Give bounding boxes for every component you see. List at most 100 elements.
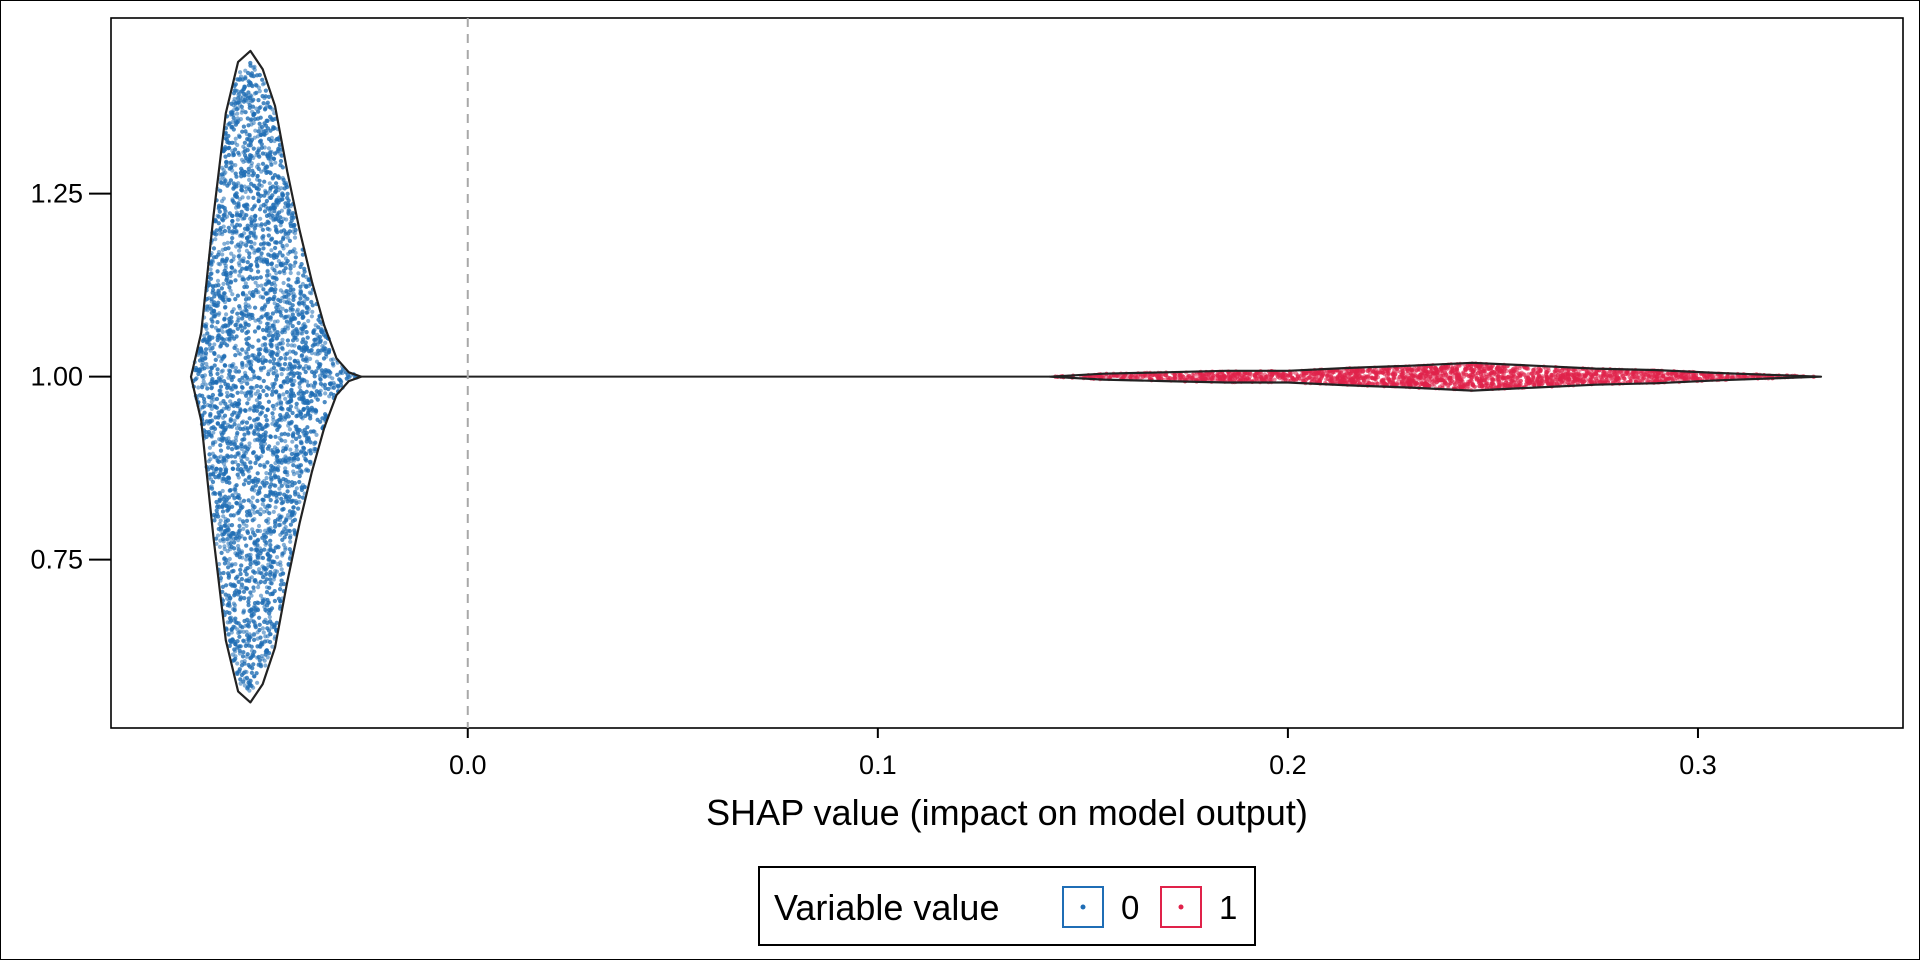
data-point xyxy=(242,461,247,466)
data-point xyxy=(239,390,244,395)
data-point xyxy=(225,343,230,348)
data-point xyxy=(249,487,254,492)
data-point xyxy=(284,217,289,222)
data-point xyxy=(291,469,296,474)
data-point xyxy=(296,360,301,365)
data-point xyxy=(254,384,259,389)
data-point xyxy=(238,324,243,329)
data-point xyxy=(257,401,262,406)
data-point xyxy=(290,211,296,216)
data-point xyxy=(232,422,237,427)
data-point xyxy=(238,500,243,505)
data-point xyxy=(307,290,312,295)
data-point xyxy=(205,365,210,370)
data-point xyxy=(278,384,283,389)
data-point xyxy=(287,509,292,514)
data-point xyxy=(259,315,264,320)
data-point xyxy=(233,562,238,567)
data-point xyxy=(244,557,249,562)
data-point xyxy=(254,83,259,88)
data-point xyxy=(246,79,251,84)
data-point xyxy=(266,146,272,151)
data-point xyxy=(257,351,262,356)
data-point xyxy=(230,447,235,452)
data-point xyxy=(313,351,318,356)
data-point xyxy=(270,350,276,355)
data-point xyxy=(214,380,219,385)
data-point xyxy=(244,586,249,591)
data-point xyxy=(327,369,332,374)
data-point xyxy=(251,146,256,151)
data-point xyxy=(249,670,254,675)
data-point xyxy=(227,372,232,377)
data-point xyxy=(230,229,235,234)
data-point xyxy=(246,90,251,95)
data-point xyxy=(305,399,310,404)
data-point xyxy=(265,603,270,608)
data-point xyxy=(287,528,292,534)
data-point xyxy=(226,507,231,512)
data-point xyxy=(256,537,261,543)
data-point xyxy=(267,181,272,186)
data-point xyxy=(253,460,258,466)
data-point xyxy=(200,385,205,390)
data-point xyxy=(271,509,276,514)
data-point xyxy=(216,410,221,415)
data-point xyxy=(264,540,269,545)
data-point xyxy=(269,116,274,121)
data-point xyxy=(211,284,216,289)
data-point xyxy=(266,399,271,404)
data-point xyxy=(288,270,293,276)
data-point xyxy=(268,632,273,637)
data-point xyxy=(277,486,282,491)
data-point xyxy=(309,314,314,319)
data-point xyxy=(232,268,237,273)
data-point xyxy=(257,615,262,620)
data-point xyxy=(216,252,221,257)
data-point xyxy=(275,302,280,308)
data-point xyxy=(241,608,246,613)
data-point xyxy=(229,160,234,165)
data-point xyxy=(237,134,242,139)
data-point xyxy=(249,117,254,122)
data-point xyxy=(203,382,208,387)
data-point xyxy=(232,584,237,589)
data-point xyxy=(239,174,244,179)
data-point xyxy=(241,679,246,684)
data-point xyxy=(257,105,262,111)
data-point xyxy=(344,376,349,381)
data-point xyxy=(292,231,298,236)
data-point xyxy=(231,568,236,574)
data-point xyxy=(277,270,282,275)
data-point xyxy=(283,396,288,401)
data-point xyxy=(280,243,285,249)
data-point xyxy=(266,156,271,161)
data-point xyxy=(244,675,249,681)
data-point xyxy=(222,556,227,561)
data-point xyxy=(237,648,242,653)
data-point xyxy=(233,438,239,443)
data-point xyxy=(300,310,305,315)
data-point xyxy=(231,658,236,663)
data-point xyxy=(209,386,214,391)
data-point xyxy=(288,266,293,271)
data-point xyxy=(227,643,232,649)
data-point xyxy=(236,579,241,585)
data-point xyxy=(294,436,299,441)
data-point xyxy=(287,349,292,354)
data-point xyxy=(264,590,270,595)
data-point xyxy=(256,654,261,660)
data-point xyxy=(295,427,300,432)
data-point xyxy=(207,395,212,400)
data-point xyxy=(233,297,238,302)
data-point xyxy=(257,154,262,159)
data-point xyxy=(258,485,263,490)
data-point xyxy=(263,534,268,540)
data-point xyxy=(265,530,270,535)
data-point xyxy=(298,264,303,269)
data-point xyxy=(271,528,277,534)
data-point xyxy=(263,313,268,318)
data-point xyxy=(242,379,247,384)
data-point xyxy=(313,440,318,445)
data-point xyxy=(225,240,230,245)
